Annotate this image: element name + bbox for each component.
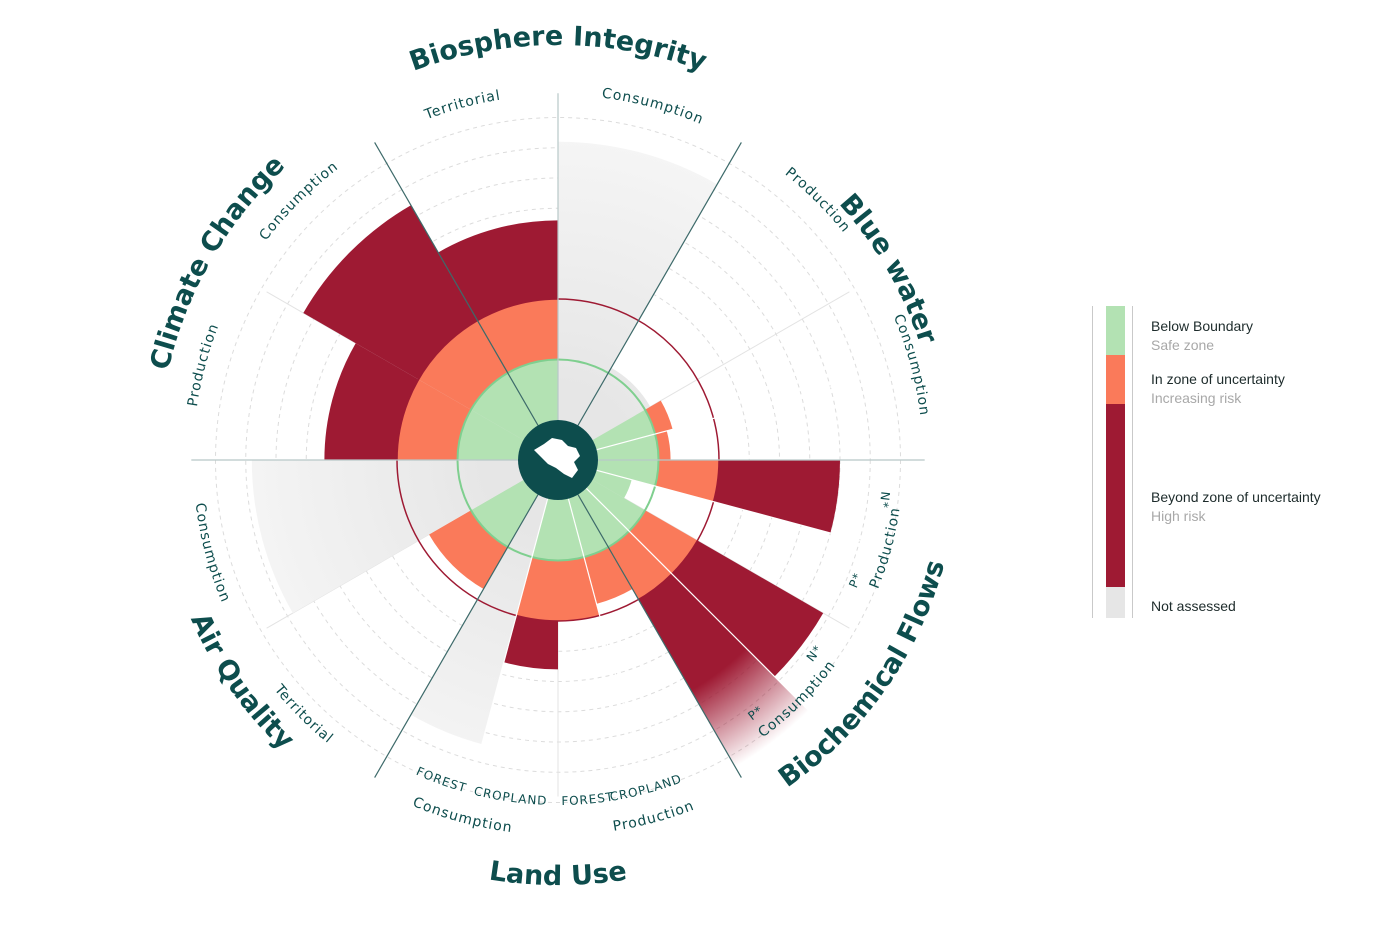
bar-segment-safe [507, 359, 558, 426]
bar-segment-uncertainty [397, 379, 471, 460]
belgium-map-icon [534, 438, 580, 478]
bar-separators [465, 367, 901, 803]
divider-line [374, 142, 559, 461]
bar-segment-safe [586, 480, 646, 532]
legend-swatch-safe [1106, 306, 1125, 355]
bar [586, 480, 824, 677]
legend-item-safe: Below Boundary Safe zone [1151, 318, 1253, 353]
bar-segment-safe [470, 372, 538, 440]
bar [558, 498, 600, 621]
indicator-label: FOREST [561, 789, 615, 808]
sub-category-label: Consumption [192, 502, 234, 605]
bar-segment-beyond [638, 573, 809, 768]
bar-segment-uncertainty [418, 320, 508, 410]
bar-segment-uncertainty [629, 510, 698, 574]
indicator-label: P* [846, 571, 865, 590]
bar-segment-beyond [713, 460, 840, 533]
indicator-label: CROPLAND [609, 771, 684, 804]
bars [251, 141, 840, 768]
legend-subtitle: Increasing risk [1151, 390, 1242, 406]
indicator-label: N* [804, 642, 825, 664]
bar [410, 494, 548, 745]
bar-segment-beyond [671, 540, 824, 677]
separator-line [585, 487, 810, 712]
sub-category-label: Territorial [422, 88, 502, 124]
bar-segment-uncertainty [584, 547, 633, 604]
separator-line [567, 498, 651, 803]
bar-segment-beyond [303, 205, 478, 380]
bar-segment-safe [470, 480, 538, 548]
bar [568, 494, 633, 604]
bar [558, 141, 718, 426]
legend-swatch-uncertainty [1106, 355, 1125, 404]
bar-segment-not-assessed [251, 460, 524, 614]
legend-item-beyond: Beyond zone of uncertainty High risk [1151, 489, 1321, 524]
legend: Below Boundary Safe zone In zone of unce… [1092, 306, 1372, 621]
indicator-label: N* [876, 491, 892, 510]
category-dividers [191, 93, 925, 778]
bar-segment-uncertainty [516, 557, 558, 621]
bar-segment-safe [457, 409, 524, 460]
divider-line [374, 459, 559, 778]
bar-segment-safe [568, 494, 609, 558]
indicator-label: CROPLAND [473, 784, 548, 808]
bar [596, 460, 840, 533]
bar-segment-beyond [324, 343, 419, 460]
bar-segment-uncertainty [558, 557, 600, 621]
bar-segment-safe [596, 433, 659, 460]
category-label: Biochemical Flows [773, 557, 951, 794]
bar-segment-not-assessed [558, 141, 718, 426]
bar [592, 400, 673, 450]
sub-category-label: Production [185, 321, 222, 407]
bar [578, 488, 809, 768]
bar-segment-safe [578, 488, 630, 548]
bar [429, 480, 538, 589]
legend-swatch-not-assessed [1106, 587, 1125, 618]
divider-line [557, 142, 742, 461]
bar [324, 343, 524, 460]
separator-line [596, 469, 901, 553]
bar [503, 498, 558, 670]
legend-subtitle: High risk [1151, 508, 1206, 524]
bar-segment-beyond [503, 615, 558, 670]
legend-title: In zone of uncertainty [1151, 371, 1285, 387]
bar-segment-safe [531, 498, 558, 561]
legend-bracket-left [1092, 306, 1101, 618]
separator-line [596, 367, 901, 451]
bar-segment-safe [558, 498, 585, 561]
bar-segment-beyond [438, 220, 558, 321]
bar [251, 460, 524, 614]
legend-item-not-assessed: Not assessed [1151, 598, 1236, 614]
bar-segment-safe [596, 460, 659, 487]
legend-subtitle: Safe zone [1151, 337, 1215, 353]
category-label: Land Use [487, 856, 628, 892]
bar-segment-safe [592, 409, 656, 450]
bar [438, 220, 558, 426]
category-label: Blue water [833, 188, 943, 348]
bar-segment-not-assessed [578, 367, 651, 440]
sub-category-label: Consumption [601, 86, 706, 128]
divider-line [557, 459, 742, 778]
bar-segment-not-assessed [410, 494, 548, 745]
bar [578, 367, 651, 440]
planetary-boundaries-chart: Biosphere Integrity Blue water Biochemical… [145, 21, 952, 892]
bar-segment-uncertainty [645, 400, 673, 434]
bar-segment-uncertainty [655, 460, 719, 502]
sub-category-label: Production [612, 798, 697, 835]
legend-bracket-right [1132, 306, 1141, 618]
bar-segment-uncertainty [608, 531, 672, 600]
indicator-label: FOREST [414, 764, 468, 795]
separator-line [465, 498, 549, 803]
legend-title: Not assessed [1151, 598, 1236, 614]
category-label: Biosphere Integrity [405, 21, 711, 78]
bar-segment-uncertainty [429, 510, 508, 589]
legend-title: Beyond zone of uncertainty [1151, 489, 1321, 505]
bar [303, 205, 538, 440]
legend-title: Below Boundary [1151, 318, 1253, 334]
legend-item-uncertainty: In zone of uncertainty Increasing risk [1151, 371, 1285, 406]
sub-category-label: Production [867, 506, 904, 591]
legend-swatch-beyond [1106, 404, 1125, 587]
